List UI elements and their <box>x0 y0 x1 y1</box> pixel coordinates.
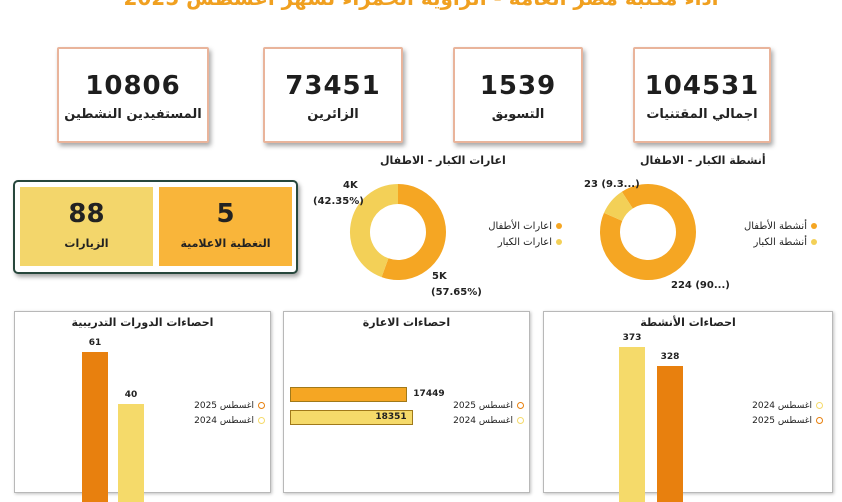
legend-swatch <box>811 223 817 229</box>
legend-item: أنشطة الأطفال <box>722 221 817 237</box>
panel-title: احصاءات الدورات التدريبية <box>71 316 214 329</box>
donut-slice <box>381 184 446 280</box>
bar-legend-loans: اغسطس 2025 اغسطس 2024 <box>444 401 524 431</box>
legend-label: اعارات الكبار <box>497 237 552 248</box>
legend-item: اغسطس 2025 <box>739 416 823 431</box>
donut-legend-activities: أنشطة الأطفال أنشطة الكبار <box>722 221 817 253</box>
legend-item: أنشطة الكبار <box>722 237 817 253</box>
legend-label: أنشطة الأطفال <box>743 221 807 232</box>
donut-legend-loans: اعارات الأطفال اعارات الكبار <box>470 221 562 253</box>
kpi-label: المستفيدين النشطين <box>64 107 202 122</box>
bar <box>290 387 407 402</box>
panel-title: احصاءات الأنشطة <box>640 316 736 329</box>
legend-item: اغسطس 2024 <box>444 416 524 431</box>
bar <box>619 347 645 502</box>
legend-swatch <box>811 239 817 245</box>
data-label: 224 (90...) <box>671 280 730 291</box>
panel-title: احصاءات الاعارة <box>362 316 451 329</box>
kpi-value: 10806 <box>85 71 181 101</box>
legend-label: اغسطس 2025 <box>194 401 254 411</box>
legend-label: اغسطس 2025 <box>752 416 812 426</box>
kpi-value: 1539 <box>479 71 557 101</box>
kpi-card-collections: 104531 اجمالي المقتنيات <box>633 47 771 143</box>
donut-title-loans: اعارات الكبار - الاطفال <box>380 154 506 167</box>
tile-value: 88 <box>68 199 105 229</box>
data-label: 23 (9.3...) <box>584 179 640 190</box>
legend-swatch <box>556 239 562 245</box>
legend-item: اعارات الكبار <box>470 237 562 253</box>
page-title: أداء مكتبة مصر العامة - الزاوية الحمراء … <box>0 0 842 10</box>
legend-swatch <box>258 402 265 409</box>
kpi-label: التسويق <box>491 107 545 122</box>
legend-label: اغسطس 2024 <box>194 416 254 426</box>
donut-slice <box>600 184 696 280</box>
data-label: (57.65%) <box>431 287 482 298</box>
legend-item: اعارات الأطفال <box>470 221 562 237</box>
legend-label: اعارات الأطفال <box>488 221 552 232</box>
bar-value-label: 373 <box>622 333 642 343</box>
legend-swatch <box>556 223 562 229</box>
bar <box>657 365 683 502</box>
bar-value-label: 40 <box>124 389 138 400</box>
bar-value-label: 61 <box>88 338 102 348</box>
bar-value-label: 17449 <box>413 389 445 399</box>
bar <box>290 410 413 425</box>
bars-loans: 17449 18351 <box>284 312 529 492</box>
tile-value: 5 <box>216 199 235 229</box>
legend-label: اغسطس 2025 <box>453 401 513 411</box>
tile-media-coverage: 5 التغطية الاعلامية <box>159 187 292 266</box>
bar-legend-activities: اغسطس 2024 اغسطس 2025 <box>739 401 823 431</box>
kpi-label: الزائرين <box>307 107 359 122</box>
data-label: 5K <box>432 271 447 282</box>
panel-loans-stats: احصاءات الاعارة 17449 18351 اغسطس 2025 اغ… <box>283 311 530 493</box>
kpi-value: 73451 <box>285 71 381 101</box>
bar-value-label: 18351 <box>375 412 407 422</box>
panel-training-stats: احصاءات الدورات التدريبية 61 40 اغسطس 202… <box>14 311 271 502</box>
bar <box>118 403 144 502</box>
kpi-card-marketing: 1539 التسويق <box>453 47 583 143</box>
donut-slice <box>350 184 399 278</box>
tile-visits: 88 الزيارات <box>20 187 153 266</box>
kpi-card-active-members: 10806 المستفيدين النشطين <box>57 47 209 143</box>
legend-swatch <box>816 402 823 409</box>
data-label: 4K <box>343 180 358 191</box>
kpi-value: 104531 <box>644 71 760 101</box>
legend-item: اغسطس 2025 <box>444 401 524 416</box>
bar-legend-training: اغسطس 2025 اغسطس 2024 <box>185 401 265 431</box>
kpi-card-visitors: 73451 الزائرين <box>263 47 403 143</box>
donut-title-activities: أنشطة الكبار - الاطفال <box>640 154 766 167</box>
media-visits-panel: 5 التغطية الاعلامية 88 الزيارات <box>13 180 298 274</box>
legend-swatch <box>517 417 524 424</box>
legend-label: أنشطة الكبار <box>753 237 807 248</box>
legend-swatch <box>258 417 265 424</box>
panel-activities-stats: احصاءات الأنشطة 373 328 اغسطس 2024 اغسطس … <box>543 311 833 502</box>
donut-loans <box>350 184 446 280</box>
tile-label: الزيارات <box>64 237 109 250</box>
legend-item: اغسطس 2025 <box>185 401 265 416</box>
legend-swatch <box>816 417 823 424</box>
donut-activities <box>600 184 696 280</box>
legend-swatch <box>517 402 524 409</box>
legend-item: اغسطس 2024 <box>739 401 823 416</box>
legend-item: اغسطس 2024 <box>185 416 265 431</box>
donut-slice <box>603 191 634 222</box>
bar <box>82 352 108 502</box>
bar-value-label: 328 <box>660 351 680 362</box>
legend-label: اغسطس 2024 <box>453 416 513 426</box>
kpi-label: اجمالي المقتنيات <box>646 107 758 122</box>
tile-label: التغطية الاعلامية <box>180 237 271 250</box>
legend-label: اغسطس 2024 <box>752 401 812 411</box>
data-label: (42.35%) <box>313 196 364 207</box>
